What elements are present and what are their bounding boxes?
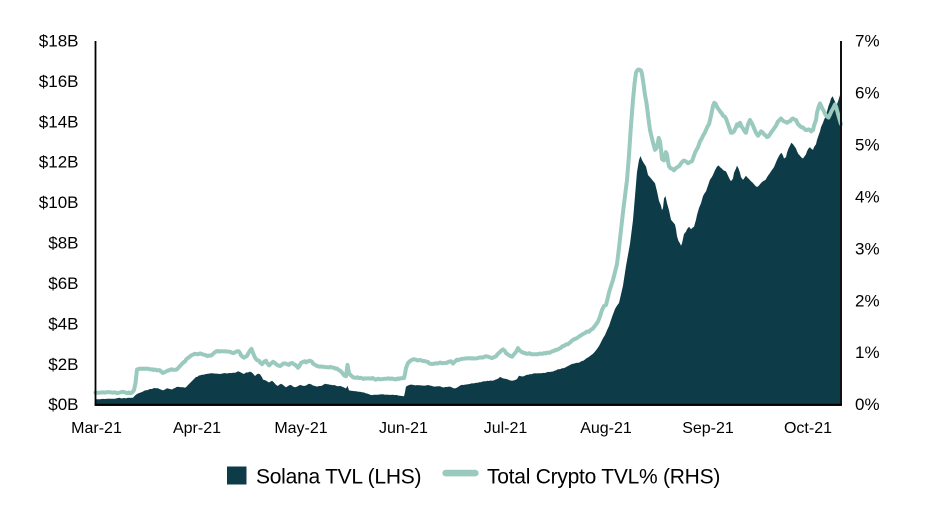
svg-text:2%: 2% xyxy=(855,291,880,310)
svg-text:$12B: $12B xyxy=(39,153,79,172)
svg-text:$2B: $2B xyxy=(48,355,78,374)
svg-text:4%: 4% xyxy=(855,187,880,206)
svg-text:$18B: $18B xyxy=(39,32,79,51)
svg-text:Aug-21: Aug-21 xyxy=(580,420,632,437)
svg-text:6%: 6% xyxy=(855,84,880,103)
svg-text:7%: 7% xyxy=(855,32,880,51)
svg-text:1%: 1% xyxy=(855,343,880,362)
svg-text:$10B: $10B xyxy=(39,193,79,212)
svg-text:May-21: May-21 xyxy=(274,420,327,437)
svg-text:Jul-21: Jul-21 xyxy=(484,420,528,437)
svg-text:$6B: $6B xyxy=(48,274,78,293)
svg-text:Solana TVL (LHS): Solana TVL (LHS) xyxy=(256,466,421,489)
svg-text:Oct-21: Oct-21 xyxy=(784,420,832,437)
svg-text:Jun-21: Jun-21 xyxy=(379,420,428,437)
svg-text:3%: 3% xyxy=(855,239,880,258)
svg-text:$4B: $4B xyxy=(48,314,78,333)
svg-text:Sep-21: Sep-21 xyxy=(682,420,734,437)
svg-text:$8B: $8B xyxy=(48,234,78,253)
svg-text:Apr-21: Apr-21 xyxy=(173,420,221,437)
svg-text:5%: 5% xyxy=(855,135,880,154)
svg-text:$16B: $16B xyxy=(39,72,79,91)
svg-text:Mar-21: Mar-21 xyxy=(71,420,122,437)
svg-text:Total Crypto TVL% (RHS): Total Crypto TVL% (RHS) xyxy=(487,466,720,489)
svg-text:$14B: $14B xyxy=(39,112,79,131)
svg-text:0%: 0% xyxy=(855,395,880,414)
svg-text:$0B: $0B xyxy=(48,395,78,414)
